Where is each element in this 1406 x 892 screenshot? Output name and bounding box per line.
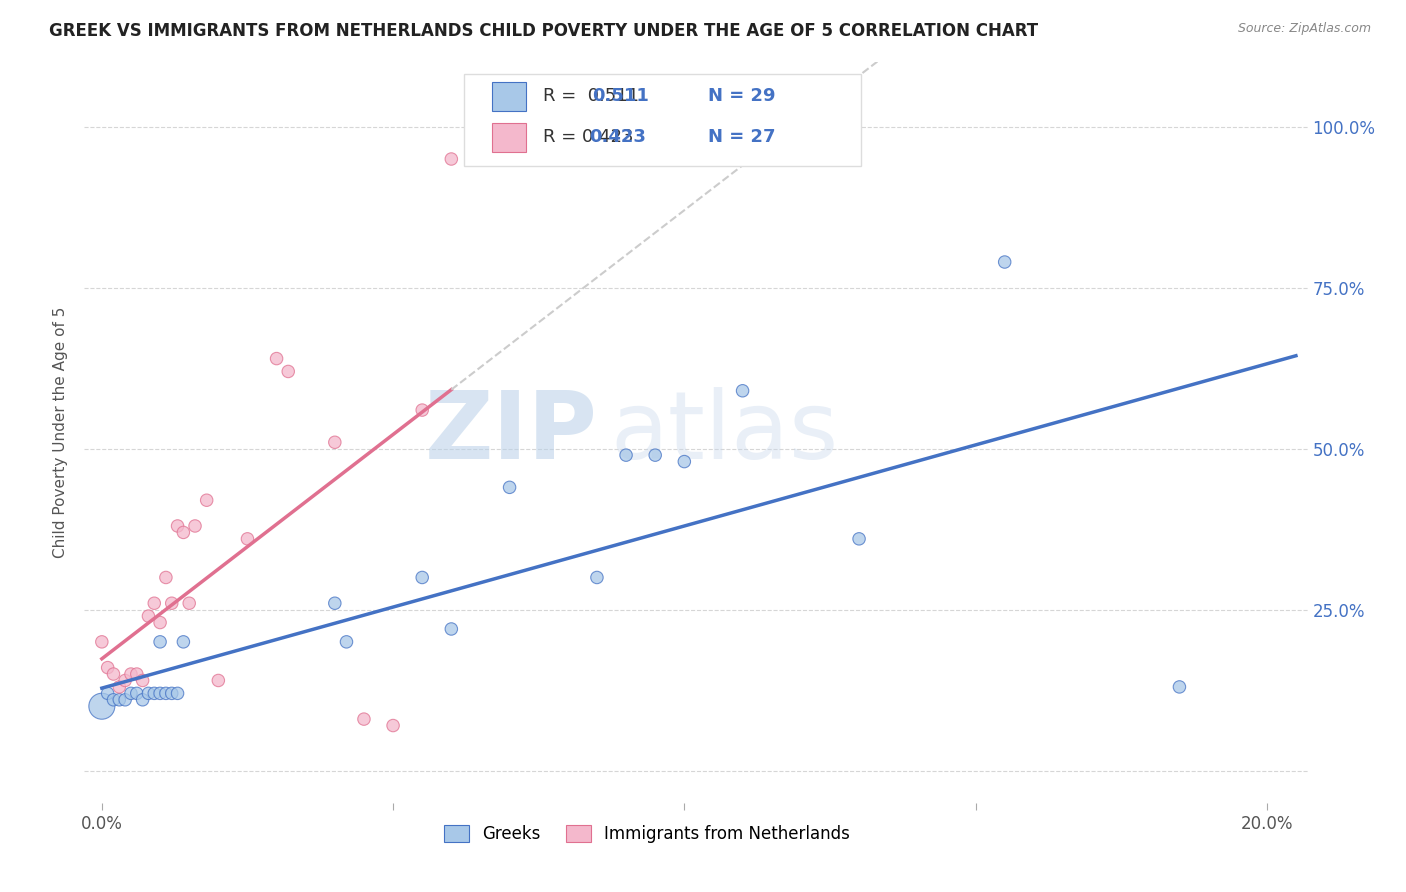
Text: R = 0.423: R = 0.423 [543,128,634,146]
Point [149,686,172,700]
Point [323,435,346,450]
Point [143,596,166,610]
Point [138,609,160,624]
Point [172,525,194,540]
Point [114,693,136,707]
Point [114,673,136,688]
Point [103,693,125,707]
Point [644,448,666,462]
Point [166,686,188,700]
Text: R =  0.511: R = 0.511 [543,87,640,105]
Point [277,364,299,378]
Point [125,686,148,700]
Point [172,635,194,649]
Point [131,693,153,707]
Text: N = 29: N = 29 [709,87,776,105]
Point [440,152,463,166]
Point [179,596,201,610]
Point [586,570,609,584]
Point [155,570,177,584]
Point [138,686,160,700]
Point [90,699,112,714]
Point [143,686,166,700]
Text: Source: ZipAtlas.com: Source: ZipAtlas.com [1237,22,1371,36]
FancyBboxPatch shape [492,122,526,153]
Point [498,480,520,494]
Point [166,519,188,533]
Point [160,686,183,700]
Text: N = 27: N = 27 [709,128,776,146]
Point [236,532,259,546]
Point [382,718,405,732]
Point [353,712,375,726]
Text: ZIP: ZIP [425,386,598,479]
Point [120,686,142,700]
Point [411,403,433,417]
Point [90,635,112,649]
Y-axis label: Child Poverty Under the Age of 5: Child Poverty Under the Age of 5 [53,307,69,558]
Point [731,384,754,398]
Point [411,570,433,584]
Point [1168,680,1191,694]
Point [131,673,153,688]
Text: 0.511: 0.511 [592,87,650,105]
FancyBboxPatch shape [464,73,860,166]
Text: 0.423: 0.423 [589,128,647,146]
Point [125,667,148,681]
Text: GREEK VS IMMIGRANTS FROM NETHERLANDS CHILD POVERTY UNDER THE AGE OF 5 CORRELATIO: GREEK VS IMMIGRANTS FROM NETHERLANDS CHI… [49,22,1039,40]
Point [160,596,183,610]
Point [108,693,131,707]
Point [323,596,346,610]
Point [149,615,172,630]
Point [184,519,207,533]
Point [195,493,218,508]
Point [149,635,172,649]
Point [120,667,142,681]
FancyBboxPatch shape [492,82,526,112]
Point [266,351,288,366]
Point [994,255,1017,269]
Point [97,660,120,674]
Point [335,635,357,649]
Point [614,448,637,462]
Point [440,622,463,636]
Text: atlas: atlas [610,386,838,479]
Point [848,532,870,546]
Point [155,686,177,700]
Point [103,667,125,681]
Point [97,686,120,700]
Point [207,673,229,688]
Point [673,454,696,468]
Legend: Greeks, Immigrants from Netherlands: Greeks, Immigrants from Netherlands [437,819,856,850]
Point [108,680,131,694]
